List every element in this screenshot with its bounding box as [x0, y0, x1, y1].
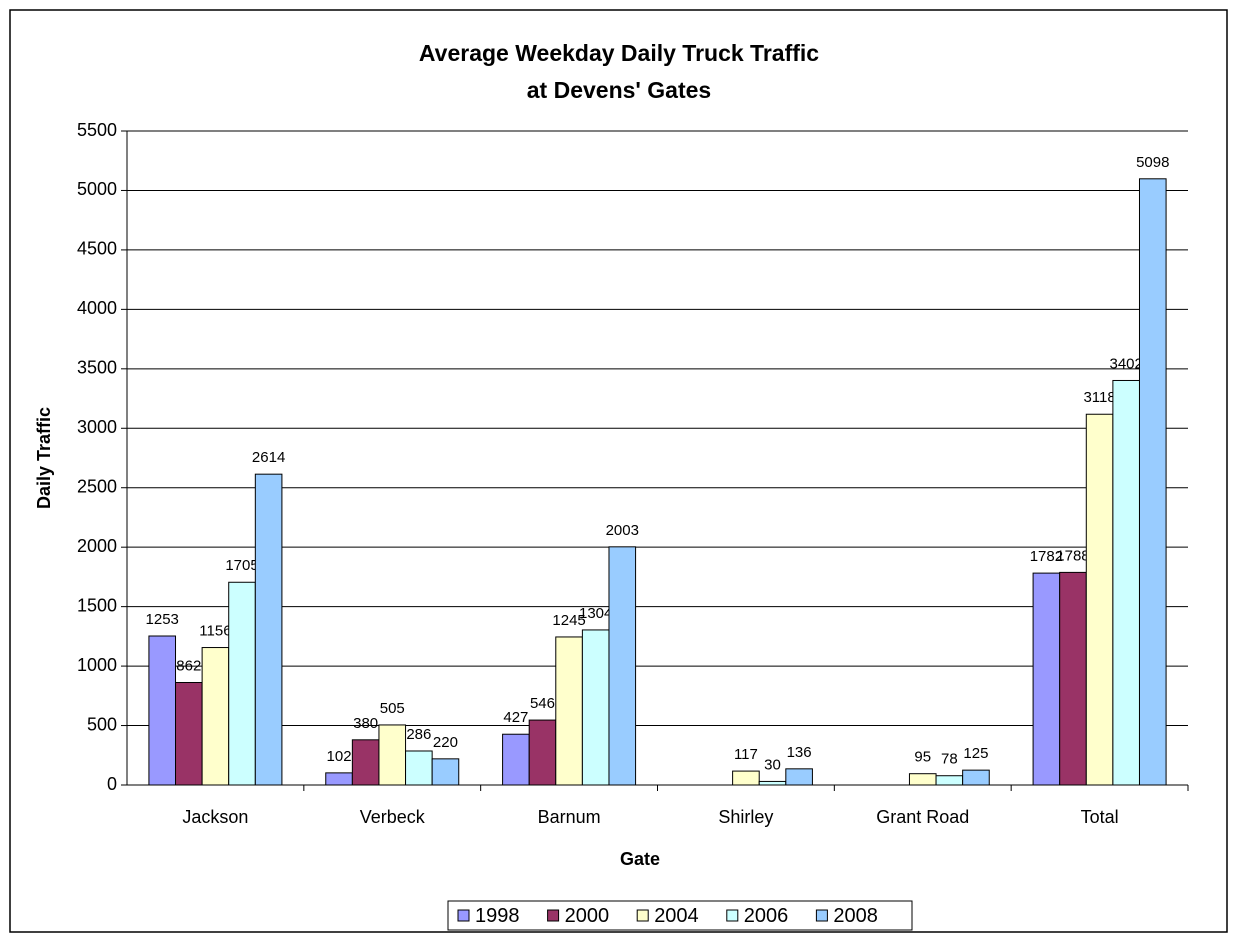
- bar: [758, 780, 787, 786]
- legend-label: 2008: [833, 905, 878, 927]
- data-label: 117: [734, 746, 758, 763]
- x-tick-label: Total: [1081, 807, 1119, 827]
- data-label: 1304: [579, 605, 612, 622]
- legend-box: [447, 900, 913, 931]
- data-label: 1782: [1030, 548, 1063, 565]
- data-label: 1245: [552, 612, 585, 629]
- bar: [785, 768, 813, 786]
- bar: [962, 769, 990, 786]
- y-tick-label: 2500: [77, 476, 117, 496]
- x-tick-label: Grant Road: [876, 807, 969, 827]
- bar: [325, 772, 353, 786]
- bar: [908, 773, 937, 786]
- legend-swatch: [547, 909, 560, 922]
- data-label: 286: [406, 726, 431, 743]
- x-tick-label: Shirley: [718, 807, 773, 827]
- data-label: 125: [963, 745, 988, 762]
- bar: [254, 473, 283, 786]
- bar: [502, 733, 530, 786]
- bar: [935, 775, 964, 786]
- bar: [405, 750, 433, 786]
- bar: [1085, 413, 1114, 786]
- data-label: 380: [353, 715, 378, 732]
- y-tick-label: 2000: [77, 536, 117, 556]
- legend-swatch: [815, 909, 828, 922]
- bar: [581, 629, 610, 786]
- bar: [351, 739, 380, 786]
- legend-swatch: [726, 909, 739, 922]
- data-label: 3402: [1109, 355, 1142, 372]
- x-tick-label: Barnum: [538, 807, 601, 827]
- y-tick-label: 4500: [77, 239, 117, 259]
- bar: [201, 647, 230, 786]
- y-tick-label: 1500: [77, 595, 117, 615]
- chart-title: Average Weekday Daily Truck Traffic: [419, 40, 819, 66]
- data-label: 505: [380, 700, 405, 717]
- y-tick-label: 5000: [77, 179, 117, 199]
- legend-swatch: [457, 909, 470, 922]
- bar: [378, 724, 407, 786]
- data-label: 30: [764, 756, 781, 773]
- legend-label: 2006: [744, 905, 789, 927]
- legend-label: 2000: [565, 905, 610, 927]
- data-label: 95: [914, 749, 931, 766]
- data-label: 78: [941, 751, 958, 768]
- bar: [1138, 178, 1167, 786]
- data-label: 546: [530, 695, 555, 712]
- data-label: 1156: [199, 623, 231, 640]
- y-tick-label: 3500: [77, 358, 117, 378]
- y-tick-label: 500: [87, 714, 117, 734]
- legend-label: 2004: [654, 905, 699, 927]
- x-tick-label: Verbeck: [360, 807, 426, 827]
- x-axis-title: Gate: [620, 849, 660, 869]
- data-label: 1253: [146, 611, 179, 628]
- y-tick-label: 4000: [77, 298, 117, 318]
- bar: [732, 770, 760, 786]
- data-label: 5098: [1136, 154, 1169, 171]
- x-tick-label: Jackson: [182, 807, 248, 827]
- y-axis-title: Daily Traffic: [34, 407, 54, 509]
- data-label: 2614: [252, 449, 285, 466]
- data-label: 1788: [1056, 547, 1089, 564]
- data-label: 1705: [225, 557, 258, 574]
- data-label: 3118: [1083, 389, 1115, 406]
- bar: [528, 719, 557, 786]
- data-label: 2003: [606, 522, 639, 539]
- legend-label: 1998: [475, 905, 520, 927]
- bar: [1112, 379, 1140, 786]
- data-label: 427: [503, 709, 528, 726]
- legend-swatch: [636, 909, 649, 922]
- y-tick-label: 0: [107, 774, 117, 794]
- y-tick-label: 5500: [77, 120, 117, 140]
- bar: [1059, 571, 1087, 786]
- bar: [1032, 572, 1061, 786]
- data-label: 102: [327, 748, 352, 765]
- chart-title: at Devens' Gates: [527, 77, 711, 103]
- bar: [608, 546, 637, 786]
- data-label: 220: [433, 734, 458, 751]
- bar: [555, 636, 583, 786]
- bar: [228, 581, 256, 786]
- bar: [175, 682, 203, 786]
- chart-border: [9, 9, 1228, 933]
- y-tick-label: 3000: [77, 417, 117, 437]
- bar: [431, 758, 460, 786]
- y-tick-label: 1000: [77, 655, 117, 675]
- bar: [148, 635, 177, 786]
- data-label: 136: [787, 744, 812, 761]
- data-label: 862: [176, 657, 201, 674]
